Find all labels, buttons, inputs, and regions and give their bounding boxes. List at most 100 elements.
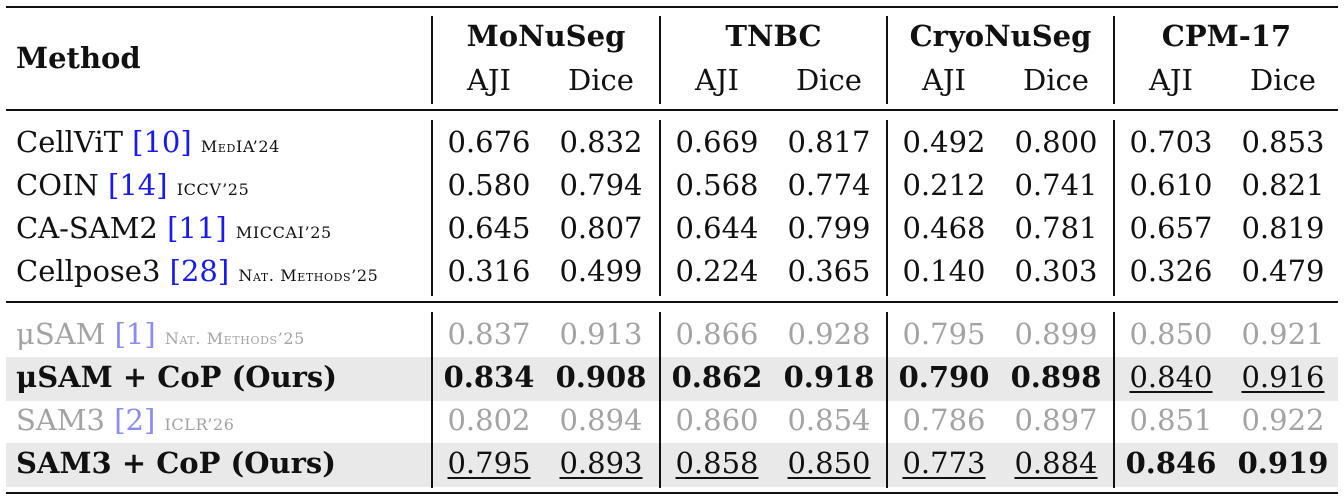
vline-group1-3 — [886, 120, 888, 296]
metric-value: 0.858 — [675, 446, 759, 480]
method-name: CellViT [10] MedIA’24 — [16, 128, 280, 157]
metric-value: 0.774 — [787, 168, 871, 202]
metric-value: 0.657 — [1129, 211, 1213, 245]
citation-link[interactable]: [14] — [108, 168, 168, 202]
method-label: μSAM + CoP (Ours) — [16, 360, 337, 394]
metric-header-aji: AJI — [921, 63, 967, 97]
metric-value: 0.884 — [1014, 446, 1098, 480]
venue-label: Nat. Methods’25 — [238, 266, 379, 285]
highlight-row-musam-cop — [6, 357, 1338, 401]
metric-value: 0.802 — [447, 403, 531, 437]
metric-value: 0.795 — [902, 317, 986, 351]
method-label: Cellpose3 — [16, 254, 161, 288]
metric-value: 0.499 — [559, 254, 643, 288]
method-label: SAM3 + CoP (Ours) — [16, 446, 336, 480]
metric-value: 0.773 — [902, 446, 986, 480]
metric-value: 0.837 — [447, 317, 531, 351]
metric-value: 0.862 — [671, 360, 763, 394]
metric-value: 0.853 — [1241, 125, 1325, 159]
method-label: μSAM — [16, 317, 106, 351]
vline-group1-2 — [659, 120, 661, 296]
metric-value: 0.854 — [787, 403, 871, 437]
method-name: SAM3 [2] ICLR’26 — [16, 406, 235, 435]
metric-value: 0.610 — [1129, 168, 1213, 202]
metric-value: 0.918 — [783, 360, 875, 394]
metric-header-aji: AJI — [466, 63, 512, 97]
metric-value: 0.840 — [1129, 360, 1213, 394]
vline-header-1 — [431, 16, 433, 104]
metric-value: 0.140 — [902, 254, 986, 288]
metric-value: 0.786 — [902, 403, 986, 437]
citation-link[interactable]: [1] — [114, 317, 156, 351]
bottom-rule — [6, 492, 1338, 494]
vline-header-4 — [1113, 16, 1115, 104]
venue-label: ICLR’26 — [164, 415, 235, 434]
metric-value: 0.479 — [1241, 254, 1325, 288]
metric-value: 0.492 — [902, 125, 986, 159]
method-label: CA-SAM2 — [16, 211, 158, 245]
header-rule — [6, 109, 1338, 111]
metric-value: 0.919 — [1237, 446, 1329, 480]
metric-value: 0.922 — [1241, 403, 1325, 437]
metric-header-aji: AJI — [694, 63, 740, 97]
metric-value: 0.898 — [1010, 360, 1102, 394]
highlight-row-sam3-cop — [6, 443, 1338, 487]
metric-header-dice: Dice — [568, 63, 634, 97]
metric-value: 0.676 — [447, 125, 531, 159]
vline-group2-2 — [659, 312, 661, 488]
dataset-header-monuseg: MoNuSeg — [466, 19, 626, 53]
metric-value: 0.468 — [902, 211, 986, 245]
metric-value: 0.866 — [675, 317, 759, 351]
metric-header-aji: AJI — [1148, 63, 1194, 97]
metric-value: 0.568 — [675, 168, 759, 202]
metric-value: 0.794 — [559, 168, 643, 202]
metric-value: 0.899 — [1014, 317, 1098, 351]
method-label: COIN — [16, 168, 99, 202]
method-name: μSAM [1] Nat. Methods’25 — [16, 320, 305, 349]
metric-value: 0.741 — [1014, 168, 1098, 202]
metric-value: 0.303 — [1014, 254, 1098, 288]
metric-value: 0.799 — [787, 211, 871, 245]
metric-value: 0.212 — [902, 168, 986, 202]
metric-value: 0.897 — [1014, 403, 1098, 437]
metric-value: 0.365 — [787, 254, 871, 288]
metric-value: 0.316 — [447, 254, 531, 288]
metric-value: 0.817 — [787, 125, 871, 159]
metric-value: 0.893 — [559, 446, 643, 480]
method-name: μSAM + CoP (Ours) — [16, 363, 337, 392]
metric-value: 0.795 — [447, 446, 531, 480]
metric-value: 0.860 — [675, 403, 759, 437]
metric-value: 0.800 — [1014, 125, 1098, 159]
metric-value: 0.644 — [675, 211, 759, 245]
metric-value: 0.908 — [555, 360, 647, 394]
citation-link[interactable]: [28] — [169, 254, 230, 288]
vline-group1-1 — [431, 120, 433, 296]
metric-value: 0.669 — [675, 125, 759, 159]
metric-value: 0.921 — [1241, 317, 1325, 351]
dataset-header-tnbc: TNBC — [725, 19, 822, 53]
method-name: COIN [14] ICCV’25 — [16, 171, 249, 200]
method-label: CellViT — [16, 125, 123, 159]
venue-label: Nat. Methods’25 — [164, 329, 305, 348]
metric-value: 0.580 — [447, 168, 531, 202]
method-name: Cellpose3 [28] Nat. Methods’25 — [16, 257, 378, 286]
metric-value: 0.821 — [1241, 168, 1325, 202]
metric-value: 0.850 — [1129, 317, 1213, 351]
vline-header-3 — [886, 16, 888, 104]
method-label: SAM3 — [16, 403, 105, 437]
citation-link[interactable]: [11] — [167, 211, 227, 245]
citation-link[interactable]: [10] — [132, 125, 192, 159]
metric-value: 0.819 — [1241, 211, 1325, 245]
venue-label: MedIA’24 — [200, 137, 280, 156]
metric-value: 0.846 — [1125, 446, 1217, 480]
metric-value: 0.894 — [559, 403, 643, 437]
top-rule — [6, 6, 1338, 8]
method-header: Method — [16, 41, 141, 75]
metric-value: 0.703 — [1129, 125, 1213, 159]
group-rule — [6, 301, 1338, 303]
metric-value: 0.326 — [1129, 254, 1213, 288]
metric-value: 0.851 — [1129, 403, 1213, 437]
citation-link[interactable]: [2] — [114, 403, 156, 437]
vline-group2-3 — [886, 312, 888, 488]
metric-value: 0.832 — [559, 125, 643, 159]
